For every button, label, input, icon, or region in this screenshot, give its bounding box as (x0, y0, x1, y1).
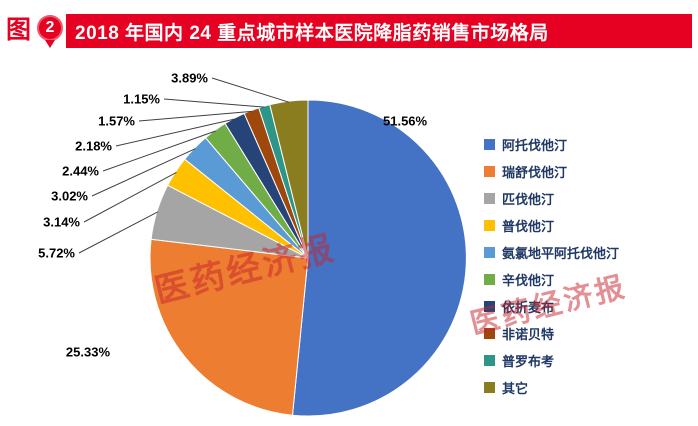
legend-swatch (484, 382, 495, 393)
legend-swatch (484, 193, 495, 204)
legend-label: 非诺贝特 (502, 327, 555, 342)
label-leader-line (115, 118, 236, 147)
legend-swatch (484, 139, 495, 150)
legend: 阿托伐他汀瑞舒伐他汀匹伐他汀普伐他汀氨氯地平阿托伐他汀 辛伐他汀依折麦布非诺贝特普… (484, 131, 619, 401)
legend-swatch (484, 166, 495, 177)
legend-swatch (484, 355, 495, 366)
pie-slice-10 (269, 99, 309, 259)
legend-label: 普伐他汀 (502, 219, 555, 234)
legend-label: 瑞舒伐他汀 (502, 165, 568, 180)
legend-item: 普伐他汀 (484, 212, 619, 239)
header: 图 2 2018 年国内 24 重点城市样本医院降脂药销售市场格局 (0, 0, 698, 56)
label-leader-line (138, 110, 252, 122)
figure-label: 图 (6, 16, 32, 44)
pie-slice-1 (291, 99, 467, 417)
title-banner: 2018 年国内 24 重点城市样本医院降脂药销售市场格局 (66, 14, 692, 48)
label-leader-line (102, 130, 216, 172)
legend-item: 非诺贝特 (484, 320, 619, 347)
page-title: 2018 年国内 24 重点城市样本医院降脂药销售市场格局 (75, 22, 549, 44)
legend-item: 其它 (484, 374, 619, 401)
figure-number: 2 (45, 19, 55, 36)
figure-badge-pointer-icon (45, 40, 55, 48)
legend-swatch (484, 220, 495, 231)
legend-label: 其它 (502, 381, 529, 396)
label-leader-line (78, 211, 159, 254)
legend-item: 普罗布考 (484, 347, 619, 374)
pie-slice-2 (149, 238, 309, 416)
legend-swatch (484, 328, 495, 339)
legend-item: 辛伐他汀 (484, 266, 619, 293)
label-leader-line (91, 148, 196, 197)
legend-label: 阿托伐他汀 (502, 138, 568, 153)
legend-label: 匹伐他汀 (502, 192, 555, 207)
legend-item: 阿托伐他汀 (484, 131, 619, 158)
legend-swatch (484, 247, 495, 258)
label-leader-line (211, 77, 290, 103)
legend-item: 氨氯地平阿托伐他汀 (484, 239, 619, 266)
label-leader-line (83, 171, 177, 223)
legend-swatch (484, 274, 495, 285)
legend-label: 普罗布考 (502, 354, 555, 369)
legend-swatch (484, 301, 495, 312)
label-leader-line (163, 98, 265, 108)
legend-label: 依折麦布 (502, 300, 555, 315)
legend-item: 依折麦布 (484, 293, 619, 320)
legend-label: 氨氯地平阿托伐他汀 (502, 246, 620, 261)
legend-item: 匹伐他汀 (484, 185, 619, 212)
legend-label: 辛伐他汀 (502, 273, 555, 288)
figure-number-badge: 2 (37, 15, 63, 48)
legend-item: 瑞舒伐他汀 (484, 158, 619, 185)
